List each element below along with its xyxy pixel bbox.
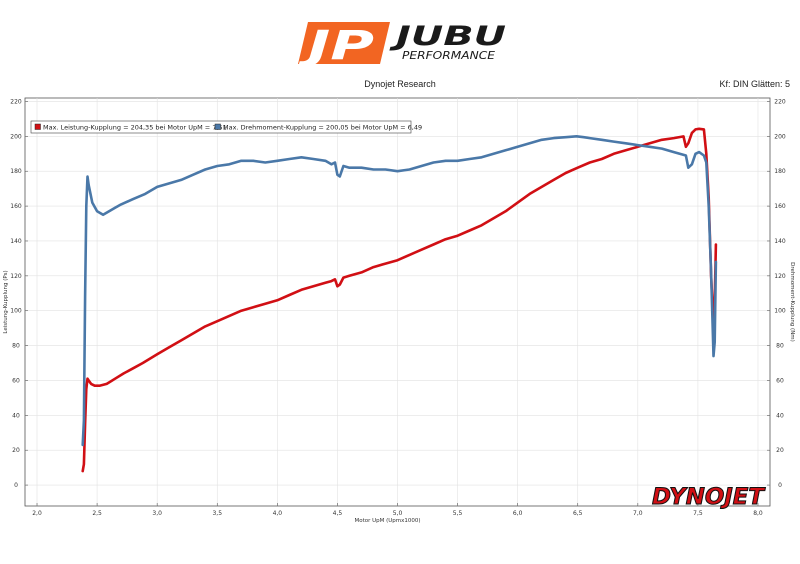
y-tick-label-left: 120 xyxy=(10,273,22,280)
y-tick-label-right: 180 xyxy=(774,168,786,175)
y-tick-label-right: 220 xyxy=(774,98,786,105)
x-tick-label: 5,5 xyxy=(453,510,463,517)
y-tick-label-left: 100 xyxy=(10,308,22,315)
x-tick-label: 3,5 xyxy=(212,510,222,517)
y-tick-label-left: 140 xyxy=(10,238,22,245)
x-tick-label: 7,0 xyxy=(633,510,643,517)
x-tick-label: 2,5 xyxy=(92,510,102,517)
y-axis-label-right: Drehmoment-Kupplung (Nm) xyxy=(789,262,795,342)
y-tick-label-right: 80 xyxy=(776,343,784,350)
chart-title: Dynojet Research xyxy=(364,79,436,89)
torque-series-line xyxy=(81,135,718,447)
x-tick-label: 6,0 xyxy=(513,510,523,517)
legend-entry-torque: Max. Drehmoment-Kupplung = 200,05 bei Mo… xyxy=(223,124,422,132)
logo-name-text: JUBU xyxy=(389,21,506,52)
y-tick-label-left: 60 xyxy=(12,377,20,384)
y-tick-label-left: 80 xyxy=(12,343,20,350)
legend-box xyxy=(30,120,412,134)
y-tick-label-right: 160 xyxy=(774,203,786,210)
legend-marker-power xyxy=(34,123,41,130)
y-tick-label-right: 40 xyxy=(776,412,784,419)
y-tick-label-right: 200 xyxy=(774,133,786,140)
y-tick-label-left: 180 xyxy=(10,168,22,175)
x-tick-label: 4,0 xyxy=(273,510,283,517)
x-tick-label: 5,0 xyxy=(393,510,403,517)
y-tick-label-left: 200 xyxy=(10,133,22,140)
y-tick-label-right: 60 xyxy=(776,377,784,384)
y-tick-label-right: 120 xyxy=(774,273,786,280)
x-tick-label: 7,5 xyxy=(693,510,703,517)
y-tick-label-left: 40 xyxy=(12,412,20,419)
x-tick-label: 4,5 xyxy=(333,510,343,517)
y-tick-label-right: 0 xyxy=(778,482,782,489)
legend-marker-torque xyxy=(214,123,221,130)
logo-mark-text: JP xyxy=(298,23,374,66)
x-tick-label: 2,0 xyxy=(32,510,42,517)
y-axis-label-left: Leistung-Kupplung (Ps) xyxy=(3,270,9,333)
y-tick-label-right: 20 xyxy=(776,447,784,454)
y-tick-label-left: 160 xyxy=(10,203,22,210)
smoothing-info: Kf: DIN Glätten: 5 xyxy=(719,79,790,89)
legend-entry-power: Max. Leistung-Kupplung = 204,35 bei Moto… xyxy=(43,124,227,132)
x-tick-label: 3,0 xyxy=(152,510,162,517)
logo-sub-text: PERFORMANCE xyxy=(402,49,495,62)
x-tick-label: 6,5 xyxy=(573,510,583,517)
y-tick-label-left: 20 xyxy=(12,447,20,454)
jubu-performance-logo: JP JUBU PERFORMANCE xyxy=(298,21,506,66)
y-tick-label-right: 140 xyxy=(774,238,786,245)
x-tick-label: 8,0 xyxy=(753,510,763,517)
y-tick-label-left: 0 xyxy=(14,482,18,489)
y-tick-label-right: 100 xyxy=(774,308,786,315)
dynojet-watermark-text: DYNOJET xyxy=(652,485,766,509)
power-series-line xyxy=(81,127,718,473)
y-tick-label-left: 220 xyxy=(10,98,22,105)
x-axis-label: Motor UpM (Upmx1000) xyxy=(354,518,420,524)
dynojet-watermark: DYNOJET xyxy=(652,485,767,510)
logo-mark-background xyxy=(298,22,390,64)
